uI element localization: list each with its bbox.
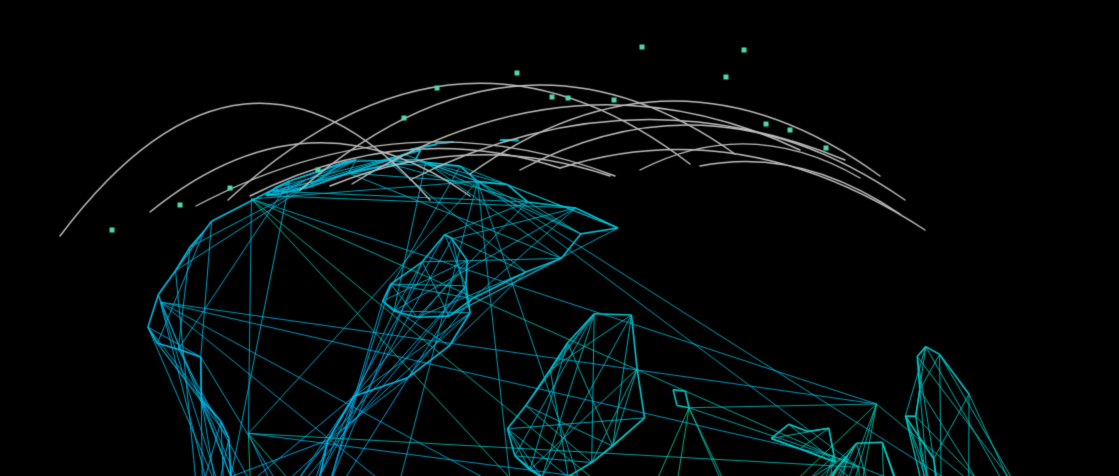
globe-visualization-stage [0, 0, 1119, 476]
globe-network-canvas[interactable] [0, 0, 1119, 476]
